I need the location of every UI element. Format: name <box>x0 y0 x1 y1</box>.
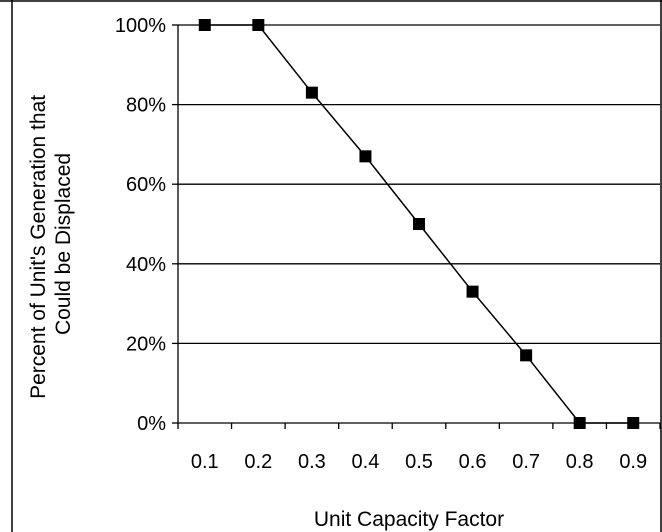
x-tick-label: 0.8 <box>566 451 594 473</box>
tick-labels: 0% 20% 40% 60% 80% 100% 0.1 0.2 0.3 0.4 0.5 0.6 0.7 0… <box>115 15 647 473</box>
y-tick-label: 100% <box>115 15 166 37</box>
grid-lines <box>178 24 660 345</box>
y-axis-title-line-1: Percent of Unit's Generation that <box>27 95 50 399</box>
data-point-marker <box>627 417 640 429</box>
x-tick-label: 0.7 <box>512 451 540 473</box>
data-point-marker <box>573 417 586 429</box>
x-tick-label: 0.2 <box>244 451 272 473</box>
y-axis-title: Percent of Unit's Generation that Could … <box>27 89 75 399</box>
x-tick-label: 0.6 <box>459 451 487 473</box>
data-point-marker <box>252 19 265 31</box>
x-tick-label: 0.1 <box>191 451 219 473</box>
y-tick-label: 20% <box>126 333 166 355</box>
data-point-marker <box>520 349 533 362</box>
y-tick-label: 0% <box>137 413 166 435</box>
data-point-marker <box>466 285 479 298</box>
x-tick-label: 0.4 <box>352 451 380 473</box>
data-point-marker <box>198 19 211 31</box>
data-point-marker <box>413 218 425 230</box>
data-point-marker <box>359 150 372 163</box>
y-axis-title-line-2: Could be Displaced <box>52 153 75 335</box>
x-tick-label: 0.3 <box>298 451 326 473</box>
data-series <box>198 19 640 429</box>
x-tick-label: 0.5 <box>405 451 433 473</box>
y-tick-label: 40% <box>126 254 166 276</box>
x-tick-label: 0.9 <box>619 451 647 473</box>
y-tick-label: 80% <box>126 95 166 117</box>
y-tick-label: 60% <box>126 174 166 196</box>
x-axis-title: Unit Capacity Factor <box>314 508 504 531</box>
data-point-marker <box>305 86 318 99</box>
